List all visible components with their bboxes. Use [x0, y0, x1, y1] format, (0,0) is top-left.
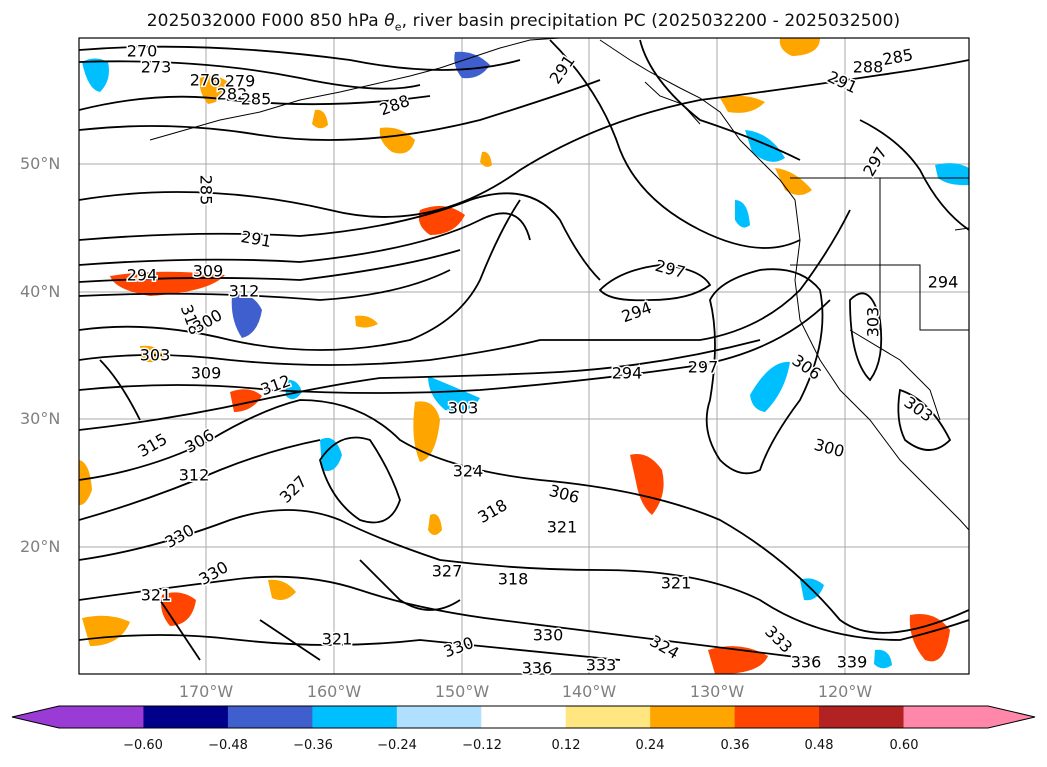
contour-label: 336: [522, 659, 553, 678]
colorbar-tick: −0.12: [462, 738, 502, 753]
contour-label: 294: [127, 266, 158, 285]
contour-label: 327: [432, 562, 463, 581]
colorbar-segment: [650, 706, 736, 728]
contour-label: 276: [190, 71, 221, 90]
contour-label: 312: [179, 466, 210, 485]
lon-label-130w: 130°W: [689, 682, 745, 701]
colorbar-segment: [903, 706, 989, 728]
contour-label: 303: [448, 399, 479, 418]
lat-label-50n: 50°N: [20, 154, 61, 173]
colorbar-segment: [396, 706, 482, 728]
coastlines: [149, 38, 969, 531]
colorbar-tick: 0.24: [635, 738, 665, 753]
lon-label-150w: 150°W: [434, 682, 490, 701]
contour-label: 333: [586, 656, 617, 675]
contour-label: 294: [928, 273, 959, 292]
lon-label-170w: 170°W: [178, 682, 234, 701]
colorbar-segment: [143, 706, 229, 728]
colorbar-segment: [312, 706, 398, 728]
colorbar-tick: −0.24: [377, 738, 417, 753]
contour-label: 279: [225, 72, 256, 91]
theta-e-contours: [79, 39, 969, 661]
lat-label-40n: 40°N: [20, 282, 61, 301]
lat-label-30n: 30°N: [20, 409, 61, 428]
precip-shading: [79, 38, 969, 674]
contour-label: 339: [837, 653, 868, 672]
colorbar-extend-min: [12, 706, 59, 728]
colorbar-segment: [819, 706, 905, 728]
contour-label: 297: [688, 358, 719, 377]
contour-label: 309: [191, 364, 222, 383]
contour-label: 285: [197, 175, 216, 206]
colorbar-segment: [227, 706, 313, 728]
contour-label: 336: [791, 653, 822, 672]
colorbar-tick: −0.60: [123, 738, 163, 753]
lon-label-160w: 160°W: [306, 682, 362, 701]
contour-label: 273: [141, 58, 172, 77]
colorbar-tick: −0.36: [293, 738, 333, 753]
contour-label: 330: [533, 626, 564, 645]
colorbar-segment: [481, 706, 567, 728]
colorbar-tick: −0.48: [208, 738, 248, 753]
contour-label: 318: [498, 570, 529, 589]
contour-label: 282: [217, 85, 248, 104]
colorbar-tick: 0.48: [804, 738, 834, 753]
lat-label-20n: 20°N: [20, 537, 61, 556]
contour-label: 303: [140, 346, 171, 365]
lon-label-140w: 140°W: [561, 682, 617, 701]
contour-label: 321: [547, 518, 578, 537]
contour-label: 288: [853, 58, 884, 77]
colorbar-extend-max: [988, 706, 1035, 728]
colorbar-segment: [565, 706, 651, 728]
colorbar: [11, 705, 1036, 729]
contour-label: 321: [141, 586, 172, 605]
colorbar-tick: 0.36: [720, 738, 750, 753]
contour-label: 285: [241, 90, 272, 109]
colorbar-segment: [59, 706, 144, 728]
contour-label: 294: [612, 364, 643, 383]
contour-label: 324: [453, 462, 484, 481]
contour-label: 312: [229, 282, 260, 301]
contour-label: 270: [127, 42, 158, 61]
contour-label: 309: [193, 262, 224, 281]
map-title: 2025032000 F000 850 hPa θe, river basin …: [146, 11, 901, 34]
contour-label: 321: [661, 574, 692, 593]
contour-label: 303: [864, 307, 883, 338]
colorbar-tick: 0.60: [889, 738, 919, 753]
colorbar-outline: [11, 705, 1036, 729]
contour-label: 321: [322, 630, 353, 649]
plot-frame: [78, 37, 970, 675]
lon-label-120w: 120°W: [817, 682, 873, 701]
colorbar-segment: [734, 706, 820, 728]
colorbar-tick: 0.12: [551, 738, 581, 753]
